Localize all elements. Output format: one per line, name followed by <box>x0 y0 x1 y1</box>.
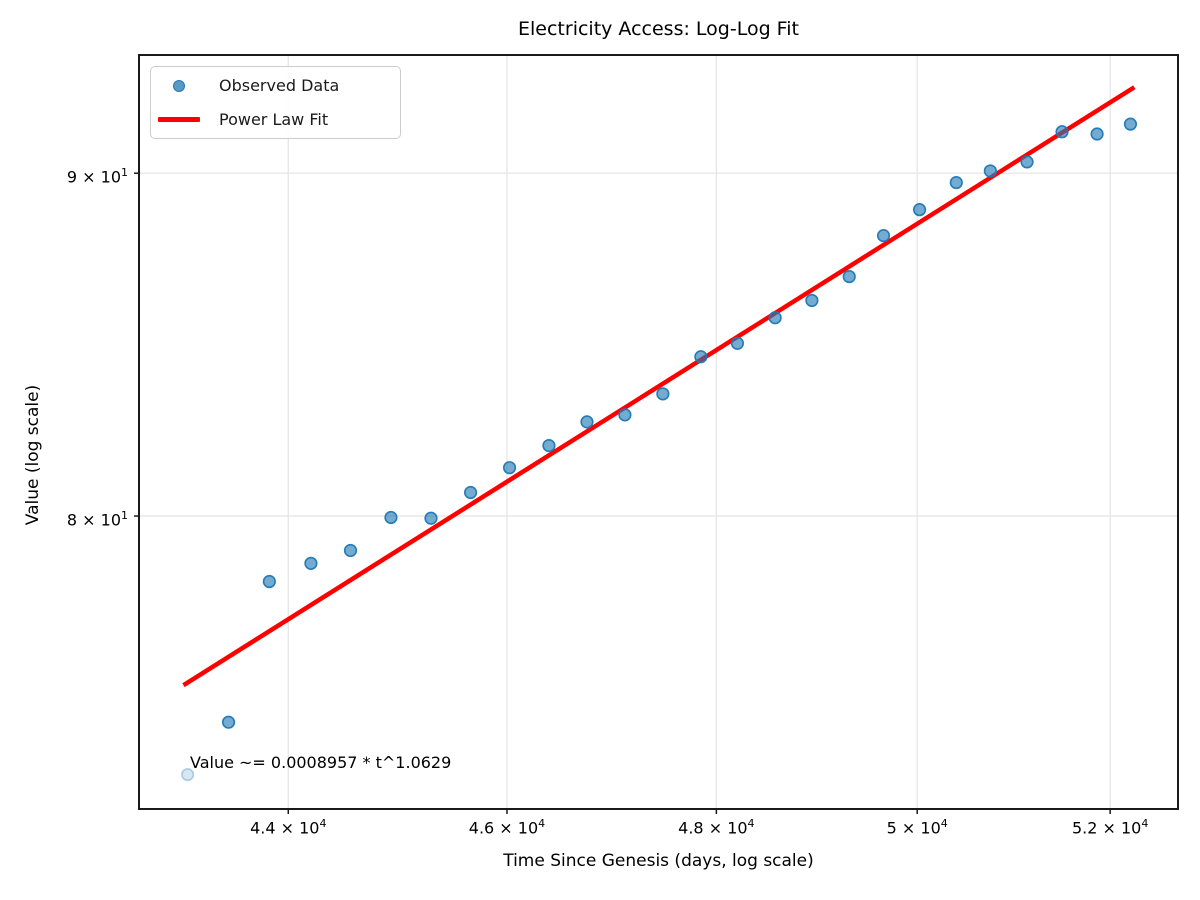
fit-equation-annotation: Value ~= 0.0008957 * t^1.0629 <box>190 753 452 772</box>
scatter-point <box>949 175 963 190</box>
x-tick-label: 4.6 × 104 <box>468 817 546 838</box>
scatter-point <box>1020 155 1034 169</box>
scatter-point <box>542 438 556 453</box>
axes-frame <box>138 54 1179 810</box>
x-tick-label: 4.4 × 104 <box>250 817 327 838</box>
power-law-fit-line <box>182 85 1136 688</box>
scatter-point <box>842 269 856 284</box>
scatter-point <box>618 408 632 422</box>
scatter-point <box>1055 125 1069 139</box>
x-axis-label: Time Since Genesis (days, log scale) <box>503 851 814 871</box>
legend-label-observed-data: Observed Data <box>219 76 340 96</box>
scatter-point <box>580 415 594 429</box>
scatter-point <box>730 336 745 350</box>
legend-item-power-law-fit: Power Law Fit <box>151 104 400 134</box>
legend-label-power-law-fit: Power Law Fit <box>219 109 329 129</box>
scatter-point <box>1090 127 1104 141</box>
scatter-point <box>384 510 398 525</box>
scatter-point <box>343 543 358 558</box>
scatter-point <box>694 350 708 364</box>
scatter-point <box>424 511 438 525</box>
scatter-point <box>262 574 276 589</box>
scatter-point <box>805 293 819 308</box>
chart-title: Electricity Access: Log-Log Fit <box>518 18 799 40</box>
scatter-point <box>876 229 891 243</box>
legend: Observed Data Power Law Fit <box>150 66 401 139</box>
scatter-point <box>181 768 195 782</box>
fit-line-icon <box>158 117 200 122</box>
x-tick-label: 5.2 × 104 <box>1071 817 1149 838</box>
scatter-point <box>912 203 927 217</box>
scatter-point <box>221 715 236 729</box>
scatter-point <box>768 311 782 325</box>
legend-marker-cell <box>151 117 207 122</box>
legend-marker-cell <box>151 79 207 92</box>
x-tick-label: 4.8 × 104 <box>678 817 755 838</box>
scatter-point <box>502 461 517 475</box>
y-tick-label: 8 × 101 <box>66 509 128 530</box>
scatter-point <box>983 164 997 178</box>
scatter-point <box>1123 117 1138 131</box>
legend-item-observed-data: Observed Data <box>151 71 400 101</box>
scatter-point <box>304 556 318 570</box>
scatter-point <box>656 387 670 401</box>
y-tick-label: 9 × 101 <box>66 166 128 187</box>
x-tick-label: 5 × 104 <box>886 817 948 838</box>
scatter-point <box>463 485 478 500</box>
scatter-dot-icon <box>173 79 185 92</box>
